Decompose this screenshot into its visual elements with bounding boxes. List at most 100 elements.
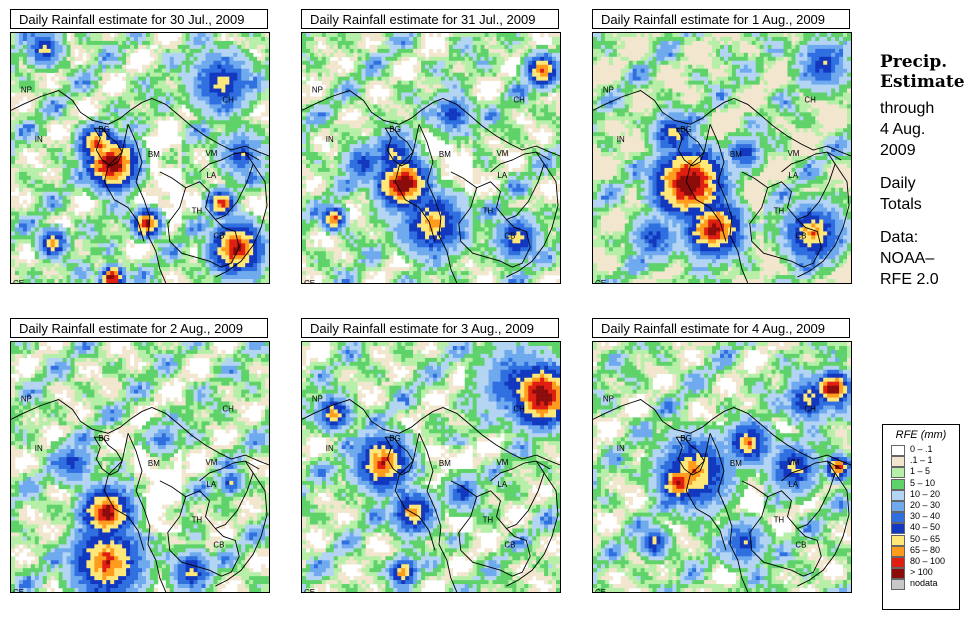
legend-swatch xyxy=(891,489,905,501)
country-label-bg: BG xyxy=(98,434,109,443)
country-label-th: TH xyxy=(483,516,494,525)
country-label-bm: BM xyxy=(730,150,742,159)
country-label-th: TH xyxy=(192,516,203,525)
panel-title: Daily Rainfall estimate for 2 Aug., 2009 xyxy=(10,318,268,338)
country-label-np: NP xyxy=(603,395,614,404)
rainfall-panel-2-aug: Daily Rainfall estimate for 2 Aug., 2009… xyxy=(10,318,270,593)
country-borders xyxy=(302,399,560,592)
legend-item: 5 – 10 xyxy=(883,478,959,490)
country-label-ce: CE xyxy=(304,588,315,592)
country-label-vm: VM xyxy=(787,458,799,467)
legend-item: 30 – 40 xyxy=(883,511,959,524)
legend-swatch xyxy=(891,556,905,568)
country-label-np: NP xyxy=(312,395,323,404)
legend-item: .1 – 1 xyxy=(883,455,959,468)
legend-swatch xyxy=(891,512,905,524)
caption-product: RFE 2.0 xyxy=(880,269,965,290)
caption-daily: Daily xyxy=(880,173,965,194)
country-label-la: LA xyxy=(788,171,798,180)
country-label-ch: CH xyxy=(804,404,816,413)
country-label-ce: CE xyxy=(304,279,315,283)
legend-item: 80 – 100 xyxy=(883,556,959,568)
country-label-cb: CB xyxy=(795,231,806,240)
country-label-cb: CB xyxy=(213,231,224,240)
country-label-th: TH xyxy=(774,207,785,216)
country-label-np: NP xyxy=(21,86,32,95)
country-label-in: IN xyxy=(617,444,625,453)
country-label-ch: CH xyxy=(513,95,525,104)
legend-label: 20 – 30 xyxy=(910,500,940,511)
country-label-in: IN xyxy=(326,444,334,453)
rainfall-panel-30-jul: Daily Rainfall estimate for 30 Jul., 200… xyxy=(10,9,270,284)
country-label-la: LA xyxy=(206,480,216,489)
country-label-cb: CB xyxy=(213,540,224,549)
country-label-th: TH xyxy=(774,516,785,525)
country-label-np: NP xyxy=(603,86,614,95)
rainfall-field xyxy=(302,342,560,592)
legend-item: > 100 xyxy=(883,567,959,580)
country-label-in: IN xyxy=(35,135,43,144)
country-label-bg: BG xyxy=(389,125,400,134)
rainfall-map: NP CH IN BG BM VM LA TH CB CE xyxy=(301,341,561,593)
caption-year: 2009 xyxy=(880,140,965,161)
legend-label: .1 – 1 xyxy=(910,455,933,466)
country-borders xyxy=(11,399,269,592)
country-label-la: LA xyxy=(206,171,216,180)
side-caption: Precip. Estimate through 4 Aug. 2009 Dai… xyxy=(880,52,965,290)
legend-swatch xyxy=(891,534,905,546)
legend-item: 1 – 5 xyxy=(883,466,959,479)
country-label-vm: VM xyxy=(496,458,508,467)
panel-title: Daily Rainfall estimate for 4 Aug., 2009 xyxy=(592,318,850,338)
legend-swatch xyxy=(891,500,905,512)
panel-title: Daily Rainfall estimate for 31 Jul., 200… xyxy=(301,9,559,29)
legend-label: nodata xyxy=(910,578,938,589)
country-label-ch: CH xyxy=(222,404,234,413)
country-label-th: TH xyxy=(192,207,203,216)
country-label-la: LA xyxy=(497,480,507,489)
caption-through: through xyxy=(880,98,965,119)
country-borders xyxy=(593,90,851,283)
legend-label: 0 – .1 xyxy=(910,444,933,455)
legend-item: 0 – .1 xyxy=(883,444,959,456)
country-label-ch: CH xyxy=(513,404,525,413)
country-label-bm: BM xyxy=(439,150,451,159)
caption-title-1: Precip. xyxy=(880,52,965,72)
legend-label: 50 – 65 xyxy=(910,534,940,545)
panel-title: Daily Rainfall estimate for 1 Aug., 2009 xyxy=(592,9,850,29)
rainfall-map: NP CH IN BG BM VM LA TH CB CE xyxy=(10,32,270,284)
rainfall-field xyxy=(593,342,851,592)
country-borders xyxy=(593,399,851,592)
rainfall-field xyxy=(302,33,560,283)
rainfall-panel-1-aug: Daily Rainfall estimate for 1 Aug., 2009… xyxy=(592,9,852,284)
country-label-ch: CH xyxy=(222,95,234,104)
legend-label: 65 – 80 xyxy=(910,545,940,556)
country-label-bm: BM xyxy=(148,459,160,468)
legend-swatch xyxy=(891,467,905,479)
legend-swatch xyxy=(891,568,905,580)
legend-label: 40 – 50 xyxy=(910,522,940,533)
country-label-vm: VM xyxy=(787,149,799,158)
legend-swatch xyxy=(891,579,905,591)
country-label-in: IN xyxy=(326,135,334,144)
panel-title: Daily Rainfall estimate for 30 Jul., 200… xyxy=(10,9,268,29)
country-label-bg: BG xyxy=(680,125,691,134)
legend-swatch xyxy=(891,545,905,557)
rainfall-map: NP CH IN BG BM VM LA TH CB CE xyxy=(592,341,852,593)
country-label-la: LA xyxy=(497,171,507,180)
country-label-np: NP xyxy=(312,86,323,95)
legend-swatch xyxy=(891,523,905,535)
rainfall-panel-3-aug: Daily Rainfall estimate for 3 Aug., 2009… xyxy=(301,318,561,593)
rainfall-map: NP CH IN BG BM VM LA TH CB CE xyxy=(592,32,852,284)
legend-label: 5 – 10 xyxy=(910,478,935,489)
rainfall-field xyxy=(593,33,851,283)
country-label-ce: CE xyxy=(595,588,606,592)
country-label-ch: CH xyxy=(804,95,816,104)
country-label-vm: VM xyxy=(205,149,217,158)
legend-item: 50 – 65 xyxy=(883,534,959,546)
legend-swatch xyxy=(891,456,905,468)
rainfall-panel-4-aug: Daily Rainfall estimate for 4 Aug., 2009… xyxy=(592,318,852,593)
country-borders xyxy=(302,90,560,283)
legend-label: > 100 xyxy=(910,567,933,578)
legend-item: nodata xyxy=(883,578,959,591)
